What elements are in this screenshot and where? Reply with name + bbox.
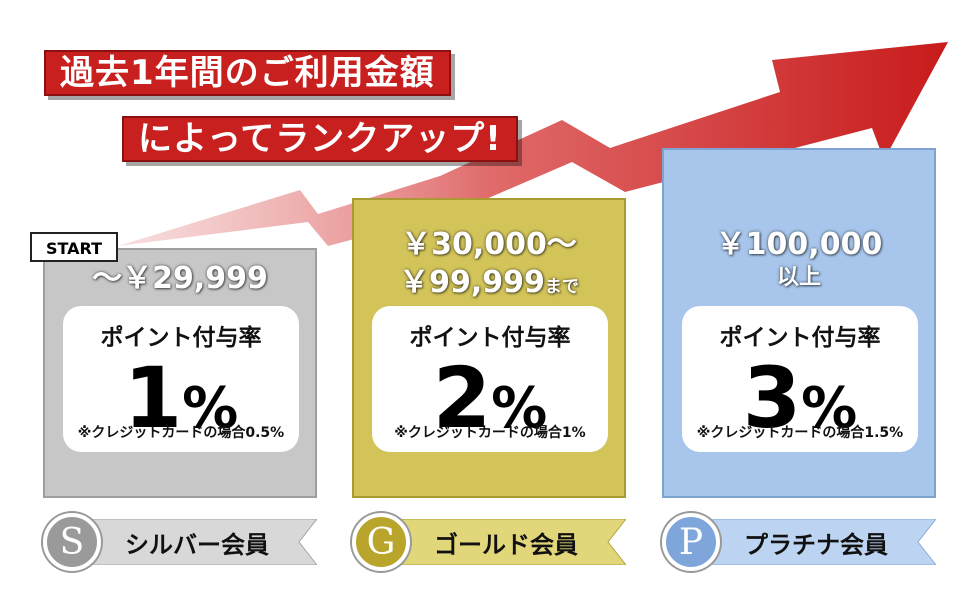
gold-rate-unit: %	[491, 376, 548, 441]
platinum-rate-value: 3%	[682, 350, 918, 457]
gold-price-line-1: ￥30,000〜	[401, 227, 577, 262]
gold-member-badge: G ゴールド会員	[352, 513, 632, 571]
platinum-rate-number: 3	[742, 349, 802, 447]
gold-tier-panel: ￥30,000〜 ￥99,999まで ポイント付与率 2% ※クレジットカードの…	[352, 198, 626, 498]
silver-tier-panel: 〜￥29,999 ポイント付与率 1% ※クレジットカードの場合0.5%	[43, 248, 317, 498]
platinum-rate-unit: %	[801, 376, 858, 441]
silver-credit-note: ※クレジットカードの場合0.5%	[77, 425, 285, 441]
gold-rate-value: 2%	[372, 350, 608, 457]
silver-ribbon	[73, 519, 317, 565]
platinum-price-range: ￥100,000 以上	[664, 226, 934, 292]
gold-credit-note: ※クレジットカードの場合1%	[394, 425, 586, 441]
platinum-credit-note: ※クレジットカードの場合1.5%	[696, 425, 904, 441]
platinum-tier-panel: ￥100,000 以上 ポイント付与率 3% ※クレジットカードの場合1.5%	[662, 148, 936, 498]
silver-rate-unit: %	[182, 376, 239, 441]
gold-price-suffix: まで	[544, 277, 579, 297]
platinum-ribbon	[692, 519, 936, 565]
platinum-price-suffix: 以上	[776, 265, 821, 290]
gold-rate-title: ポイント付与率	[409, 325, 571, 351]
platinum-rate-title: ポイント付与率	[719, 325, 881, 351]
silver-rate-value: 1%	[63, 350, 299, 457]
silver-rate-title: ポイント付与率	[100, 325, 262, 351]
silver-member-badge: S シルバー会員	[43, 513, 323, 571]
gold-ribbon	[382, 519, 626, 565]
gold-rate-number: 2	[432, 349, 492, 447]
gold-member-label: ゴールド会員	[434, 531, 578, 559]
silver-member-label: シルバー会員	[125, 531, 269, 559]
platinum-member-label: プラチナ会員	[744, 531, 888, 559]
silver-price-text: 〜￥29,999	[92, 261, 268, 296]
platinum-price-text: ￥100,000	[715, 227, 883, 262]
headline-line-2: によってランクアップ!	[122, 116, 518, 162]
gold-price-range: ￥30,000〜 ￥99,999まで	[354, 226, 624, 306]
silver-rate-number: 1	[123, 349, 183, 447]
silver-letter-icon: S	[43, 513, 101, 571]
silver-rate-card: ポイント付与率 1% ※クレジットカードの場合0.5%	[63, 306, 299, 452]
platinum-rate-card: ポイント付与率 3% ※クレジットカードの場合1.5%	[682, 306, 918, 452]
start-tag: START	[30, 232, 118, 262]
gold-rate-card: ポイント付与率 2% ※クレジットカードの場合1%	[372, 306, 608, 452]
platinum-member-badge: P プラチナ会員	[662, 513, 942, 571]
silver-price-range: 〜￥29,999	[45, 260, 315, 298]
platinum-letter-icon: P	[662, 513, 720, 571]
gold-price-line-2: ￥99,999	[399, 265, 545, 300]
gold-letter-icon: G	[352, 513, 410, 571]
headline-line-1: 過去1年間のご利用金額	[44, 50, 451, 96]
